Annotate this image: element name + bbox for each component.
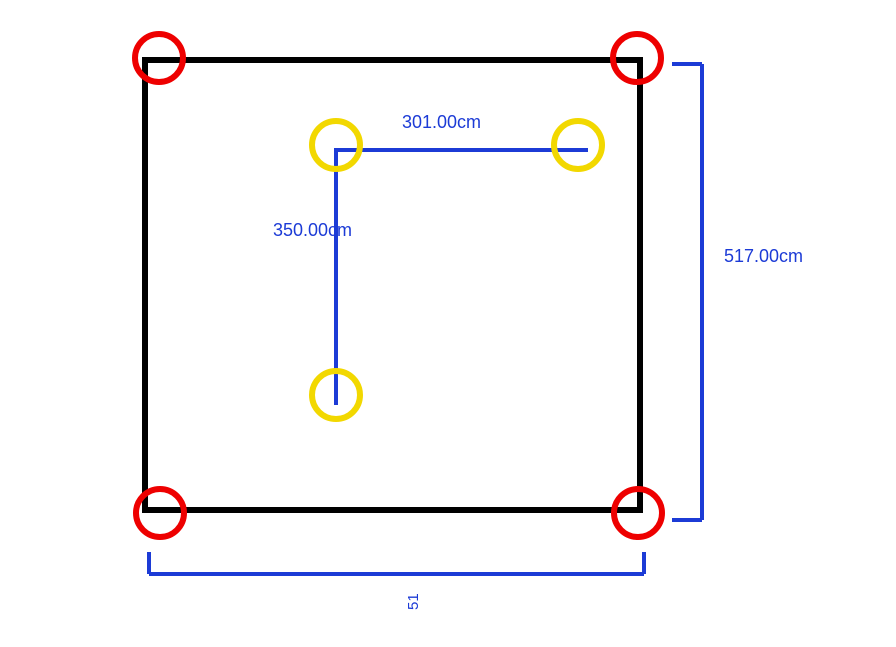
label-top-inner: 301.00cm — [402, 112, 481, 133]
diagram-canvas — [0, 0, 896, 647]
label-right-dim: 517.00cm — [724, 246, 803, 267]
label-left-inner: 350.00cm — [273, 220, 352, 241]
label-bottom-dim: 51 — [405, 593, 422, 610]
